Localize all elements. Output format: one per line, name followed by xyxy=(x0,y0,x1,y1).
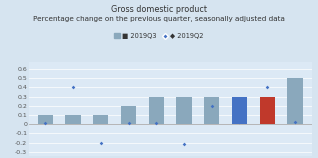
Bar xyxy=(66,115,81,124)
Point xyxy=(43,122,48,125)
Point xyxy=(71,86,76,89)
Legend: ■ 2019Q3, ◆ 2019Q2: ■ 2019Q3, ◆ 2019Q2 xyxy=(112,30,206,42)
Bar xyxy=(121,106,136,124)
Bar xyxy=(149,97,164,124)
Bar xyxy=(204,97,219,124)
Point xyxy=(154,122,159,125)
Point xyxy=(209,105,214,107)
Bar xyxy=(232,97,247,124)
Point xyxy=(265,86,270,89)
Bar xyxy=(38,115,53,124)
Text: Percentage change on the previous quarter, seasonally adjusted data: Percentage change on the previous quarte… xyxy=(33,16,285,22)
Point xyxy=(126,122,131,125)
Point xyxy=(98,141,103,144)
Point xyxy=(182,143,187,146)
Point xyxy=(293,121,298,124)
Bar xyxy=(287,78,303,124)
Bar xyxy=(176,97,192,124)
Point xyxy=(237,121,242,124)
Bar xyxy=(259,97,275,124)
Text: Gross domestic product: Gross domestic product xyxy=(111,5,207,14)
Bar xyxy=(93,115,108,124)
